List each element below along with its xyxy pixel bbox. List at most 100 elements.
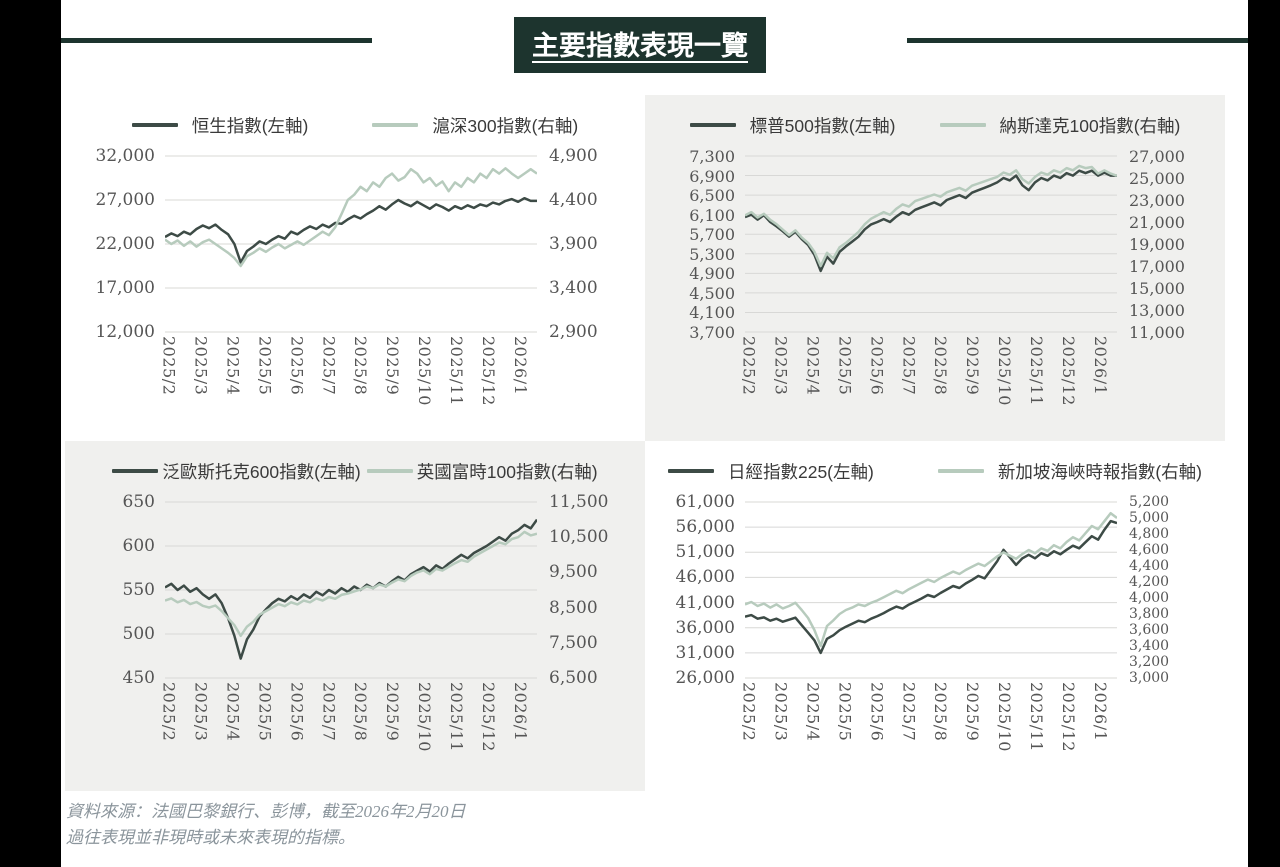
y-axis-label: 5,700 bbox=[689, 225, 735, 245]
legend-label: 泛歐斯托克600指數(左軸) bbox=[162, 461, 361, 482]
legend-label: 新加坡海峽時報指數(右軸) bbox=[997, 461, 1202, 482]
x-axis-label: 2025/9 bbox=[963, 336, 983, 396]
x-axis-label: 2025/2 bbox=[739, 682, 759, 742]
x-axis-label: 2025/5 bbox=[835, 682, 855, 742]
y-axis-label: 11,500 bbox=[549, 492, 609, 512]
y-axis-label: 56,000 bbox=[675, 517, 735, 538]
y-axis-label: 3,000 bbox=[1129, 670, 1170, 686]
x-axis-label: 2025/8 bbox=[351, 336, 371, 396]
chart-body: 650 600 550 500 450 11,500 10,500 9,500 8,500 7,… bbox=[65, 493, 645, 687]
y-axis-label: 13,000 bbox=[1129, 301, 1185, 320]
right-border-strip bbox=[1248, 0, 1280, 867]
x-axis-label: 2025/11 bbox=[1027, 336, 1047, 406]
plot-svg bbox=[745, 501, 1117, 679]
legend: 標普500指數(左軸) 納斯達克100指數(右軸) bbox=[645, 107, 1225, 143]
x-axis: 2025/2 2025/3 2025/4 2025/5 2025/6 2025/7 2025… bbox=[160, 336, 537, 436]
chart-nikkei225-sti: 日經指數225(左軸) 新加坡海峽時報指數(右軸) 61,000 56,000 51… bbox=[645, 441, 1225, 791]
x-axis: 2025/2 2025/3 2025/4 2025/5 2025/6 2025/7 2025… bbox=[740, 682, 1117, 782]
page-title: 主要指數表現一覽 bbox=[514, 17, 766, 73]
y-axis-label: 27,000 bbox=[95, 190, 155, 210]
y-axis-label: 3,400 bbox=[549, 278, 598, 298]
y-axis-label: 5,300 bbox=[689, 244, 735, 264]
series-line-dark bbox=[165, 196, 537, 264]
y-axis-label: 4,400 bbox=[1129, 558, 1170, 574]
x-axis-label: 2025/8 bbox=[931, 682, 951, 742]
line-swatch-dark bbox=[112, 469, 159, 473]
y-axis-label: 17,000 bbox=[95, 278, 155, 298]
x-axis-label: 2026/1 bbox=[511, 336, 531, 396]
chart-body: 61,000 56,000 51,000 46,000 41,000 36,000 31,0… bbox=[645, 493, 1225, 687]
legend-item-right-series: 滬深300指數(右軸) bbox=[372, 113, 578, 138]
left-y-axis: 32,000 27,000 22,000 17,000 12,000 bbox=[65, 147, 165, 341]
x-axis-label: 2025/9 bbox=[383, 682, 403, 742]
chart-body: 7,300 6,900 6,500 6,100 5,700 5,300 4,900 4,500… bbox=[645, 148, 1225, 341]
chart-body: 32,000 27,000 22,000 17,000 12,000 4,900 4,40… bbox=[65, 147, 645, 341]
x-axis-label: 2026/1 bbox=[1091, 336, 1111, 396]
y-axis-label: 26,000 bbox=[675, 668, 735, 688]
x-axis-label: 2025/2 bbox=[159, 682, 179, 742]
legend-label: 恒生指數(左軸) bbox=[191, 115, 309, 136]
left-y-axis: 650 600 550 500 450 bbox=[65, 493, 165, 687]
y-axis-label: 550 bbox=[122, 580, 155, 600]
x-axis-label: 2025/2 bbox=[159, 336, 179, 396]
legend-label: 納斯達克100指數(右軸) bbox=[999, 115, 1181, 136]
y-axis-label: 4,000 bbox=[1129, 590, 1170, 606]
y-axis-label: 3,700 bbox=[689, 323, 735, 342]
left-y-axis: 7,300 6,900 6,500 6,100 5,700 5,300 4,900 4,500… bbox=[645, 148, 745, 341]
x-axis-label: 2025/12 bbox=[1059, 336, 1079, 406]
y-axis-label: 450 bbox=[122, 668, 155, 688]
legend-label: 滬深300指數(右軸) bbox=[432, 115, 579, 136]
y-axis-label: 15,000 bbox=[1129, 279, 1185, 298]
y-axis-label: 21,000 bbox=[1129, 213, 1185, 232]
y-axis-label: 4,200 bbox=[1129, 574, 1170, 590]
x-axis: 2025/2 2025/3 2025/4 2025/5 2025/6 2025/7 2025… bbox=[160, 682, 537, 782]
x-axis-label: 2025/12 bbox=[1059, 682, 1079, 752]
x-axis-label: 2025/4 bbox=[223, 682, 243, 742]
y-axis-label: 3,600 bbox=[1129, 622, 1170, 638]
y-axis-label: 7,300 bbox=[689, 147, 735, 166]
y-axis-label: 22,000 bbox=[95, 234, 155, 254]
y-axis-label: 32,000 bbox=[95, 146, 155, 166]
line-swatch-light bbox=[939, 123, 986, 127]
y-axis-label: 6,500 bbox=[549, 668, 598, 688]
x-axis-label: 2025/10 bbox=[995, 336, 1015, 406]
plot-area bbox=[165, 155, 537, 333]
source-note-line1: 資料來源：法國巴黎銀行、彭博，截至2026年2月20日 bbox=[66, 802, 466, 821]
legend: 泛歐斯托克600指數(左軸) 英國富時100指數(右軸) bbox=[65, 453, 645, 489]
chart-grid: 恒生指數(左軸) 滬深300指數(右軸) 32,000 27,000 22,000 1… bbox=[65, 95, 1225, 791]
plot-svg bbox=[745, 155, 1117, 333]
legend-label: 標普500指數(左軸) bbox=[749, 115, 896, 136]
x-axis-label: 2025/6 bbox=[287, 682, 307, 742]
y-axis-label: 9,500 bbox=[549, 562, 598, 583]
x-axis-label: 2025/9 bbox=[383, 336, 403, 396]
x-axis-label: 2025/3 bbox=[771, 336, 791, 396]
x-axis-label: 2025/11 bbox=[447, 336, 467, 406]
legend-item-right-series: 新加坡海峽時報指數(右軸) bbox=[937, 459, 1202, 484]
x-axis-label: 2025/8 bbox=[351, 682, 371, 742]
series-line-light bbox=[165, 530, 537, 638]
y-axis-label: 3,900 bbox=[549, 234, 598, 254]
series-line-light bbox=[745, 164, 1117, 268]
plot-svg bbox=[165, 501, 537, 679]
line-swatch-light bbox=[937, 469, 984, 473]
y-axis-label: 25,000 bbox=[1129, 169, 1185, 188]
y-axis-label: 7,500 bbox=[549, 632, 598, 653]
y-axis-label: 500 bbox=[122, 624, 155, 644]
series-line-dark bbox=[745, 169, 1117, 273]
series-line-dark bbox=[165, 518, 537, 660]
x-axis-label: 2025/11 bbox=[447, 682, 467, 752]
header-rule-left bbox=[61, 38, 372, 43]
x-axis-label: 2025/3 bbox=[771, 682, 791, 742]
y-axis-label: 6,900 bbox=[689, 166, 735, 186]
y-axis-label: 2,900 bbox=[549, 322, 598, 342]
y-axis-label: 36,000 bbox=[675, 617, 735, 638]
y-axis-label: 51,000 bbox=[675, 542, 735, 563]
x-axis-label: 2025/3 bbox=[191, 682, 211, 742]
x-axis-label: 2025/2 bbox=[739, 336, 759, 396]
legend-item-left-series: 日經指數225(左軸) bbox=[667, 459, 874, 484]
page-title-text: 主要指數表現一覽 bbox=[532, 31, 748, 61]
x-axis-label: 2025/4 bbox=[223, 336, 243, 396]
y-axis-label: 5,000 bbox=[1129, 510, 1170, 526]
x-axis-label: 2025/11 bbox=[1027, 682, 1047, 752]
line-swatch-dark bbox=[667, 469, 714, 473]
